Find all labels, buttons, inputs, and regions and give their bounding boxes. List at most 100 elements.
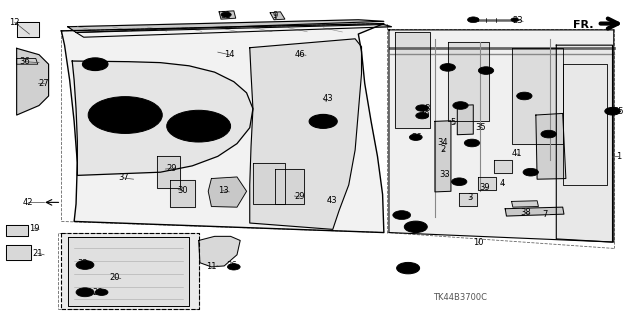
- Text: 36: 36: [20, 57, 30, 66]
- Polygon shape: [198, 236, 240, 267]
- Polygon shape: [157, 156, 179, 188]
- Text: 35: 35: [476, 122, 486, 132]
- Polygon shape: [6, 245, 31, 260]
- Polygon shape: [17, 22, 39, 37]
- Circle shape: [609, 109, 616, 113]
- Text: 3: 3: [467, 193, 473, 202]
- Text: 29: 29: [294, 192, 305, 202]
- Circle shape: [523, 168, 538, 176]
- Text: 25: 25: [614, 107, 624, 116]
- Text: FR.: FR.: [573, 19, 593, 30]
- Circle shape: [465, 139, 479, 147]
- Circle shape: [88, 97, 163, 133]
- Polygon shape: [396, 33, 431, 128]
- Text: 38: 38: [520, 208, 531, 217]
- Circle shape: [99, 102, 152, 128]
- Text: 31: 31: [220, 11, 231, 20]
- Circle shape: [452, 178, 467, 186]
- Text: 26: 26: [412, 133, 422, 142]
- Polygon shape: [448, 42, 489, 122]
- Text: 44: 44: [318, 117, 328, 126]
- Polygon shape: [511, 48, 563, 144]
- Text: 30: 30: [177, 186, 188, 195]
- Circle shape: [227, 264, 240, 270]
- Text: 43: 43: [323, 94, 333, 103]
- Circle shape: [467, 17, 479, 23]
- Text: 46: 46: [294, 49, 305, 59]
- Circle shape: [167, 110, 230, 142]
- Text: 7: 7: [542, 210, 547, 219]
- Circle shape: [76, 261, 94, 269]
- Polygon shape: [17, 58, 38, 64]
- Text: 1: 1: [616, 152, 621, 161]
- Polygon shape: [68, 237, 189, 306]
- Text: 2: 2: [440, 145, 445, 154]
- Text: 43: 43: [326, 196, 337, 205]
- Text: 32: 32: [77, 259, 88, 268]
- Polygon shape: [170, 180, 195, 207]
- Circle shape: [410, 134, 422, 140]
- Polygon shape: [563, 64, 607, 185]
- Text: 24: 24: [399, 263, 410, 273]
- Circle shape: [309, 115, 337, 128]
- Text: 14: 14: [224, 50, 235, 59]
- Text: 19: 19: [29, 224, 39, 233]
- Polygon shape: [505, 207, 564, 216]
- Polygon shape: [389, 30, 614, 242]
- Polygon shape: [6, 225, 28, 236]
- Text: 9: 9: [273, 11, 278, 20]
- Text: 28: 28: [92, 288, 103, 297]
- Text: 29: 29: [166, 164, 177, 173]
- Polygon shape: [511, 201, 538, 207]
- Circle shape: [453, 102, 468, 109]
- Polygon shape: [275, 169, 304, 204]
- Circle shape: [317, 118, 330, 124]
- Circle shape: [184, 119, 212, 133]
- Polygon shape: [435, 121, 451, 192]
- Circle shape: [416, 113, 429, 119]
- Text: 20: 20: [109, 272, 120, 281]
- Circle shape: [440, 63, 456, 71]
- Polygon shape: [250, 39, 362, 229]
- Text: 23: 23: [513, 16, 524, 25]
- Polygon shape: [17, 48, 49, 115]
- Circle shape: [95, 289, 108, 295]
- Text: 6: 6: [420, 224, 426, 233]
- Text: 42: 42: [22, 198, 33, 207]
- Circle shape: [108, 106, 143, 124]
- Text: 10: 10: [473, 238, 484, 247]
- Polygon shape: [253, 163, 285, 204]
- Text: 41: 41: [511, 149, 522, 158]
- Polygon shape: [536, 114, 566, 179]
- Text: 4: 4: [499, 179, 504, 188]
- Polygon shape: [61, 233, 198, 309]
- Circle shape: [511, 18, 518, 22]
- Polygon shape: [219, 11, 236, 19]
- Text: 36: 36: [227, 261, 237, 271]
- Polygon shape: [68, 20, 384, 33]
- Circle shape: [221, 12, 231, 17]
- Text: 27: 27: [39, 79, 49, 88]
- Text: 33: 33: [439, 170, 450, 179]
- Circle shape: [90, 61, 101, 67]
- Polygon shape: [76, 25, 392, 37]
- Text: TK44B3700C: TK44B3700C: [433, 293, 488, 302]
- Polygon shape: [460, 193, 477, 206]
- Polygon shape: [493, 160, 511, 173]
- Circle shape: [516, 92, 532, 100]
- Polygon shape: [61, 24, 384, 233]
- Circle shape: [401, 266, 412, 271]
- Polygon shape: [208, 177, 246, 207]
- Circle shape: [76, 288, 94, 297]
- Text: 37: 37: [118, 174, 129, 182]
- Circle shape: [541, 130, 556, 138]
- Circle shape: [397, 263, 420, 274]
- Circle shape: [393, 211, 411, 219]
- Polygon shape: [478, 177, 496, 190]
- Circle shape: [416, 105, 429, 111]
- Text: 11: 11: [206, 262, 217, 271]
- Text: 5: 5: [450, 118, 456, 128]
- Polygon shape: [270, 12, 285, 20]
- Text: 13: 13: [218, 186, 228, 195]
- Text: 22: 22: [397, 211, 407, 219]
